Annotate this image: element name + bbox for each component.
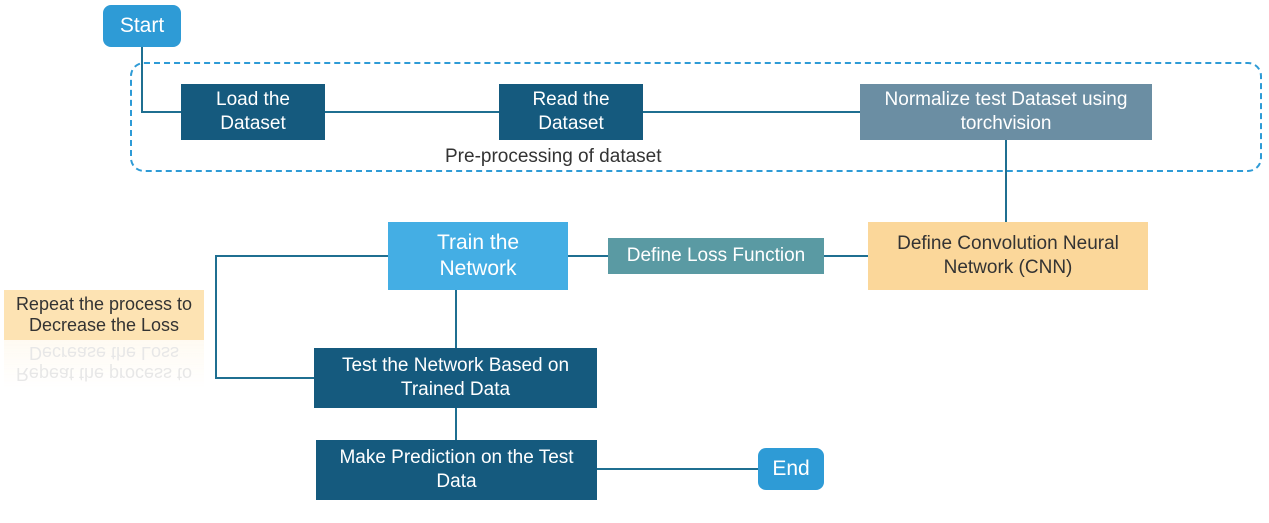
edge-loop-h1 <box>215 255 388 257</box>
define-cnn-node: Define Convolution NeuralNetwork (CNN) <box>868 222 1148 290</box>
test-network-node: Test the Network Based onTrained Data <box>314 348 597 408</box>
edge-train-test <box>455 290 457 348</box>
load-dataset-node: Load theDataset <box>181 84 325 140</box>
load-dataset-label: Load theDataset <box>216 88 290 136</box>
define-loss-label: Define Loss Function <box>627 244 806 268</box>
edge-loss-train <box>568 255 608 257</box>
preprocessing-group-label: Pre-processing of dataset <box>445 146 662 168</box>
edge-read-normalize <box>643 111 860 113</box>
edge-start-load-v <box>141 47 143 112</box>
normalize-node: Normalize test Dataset usingtorchvision <box>860 84 1152 140</box>
edge-normalize-cnn <box>1005 140 1007 222</box>
edge-loop-v <box>215 255 217 378</box>
edge-test-predict <box>455 408 457 440</box>
edge-loop-h2 <box>215 377 314 379</box>
edge-cnn-loss <box>824 255 868 257</box>
read-dataset-label: Read theDataset <box>532 88 609 136</box>
end-node: End <box>758 448 824 490</box>
train-network-label: Train theNetwork <box>437 230 519 283</box>
start-node: Start <box>103 5 181 47</box>
end-label: End <box>772 456 809 482</box>
test-network-label: Test the Network Based onTrained Data <box>342 354 569 402</box>
define-cnn-label: Define Convolution NeuralNetwork (CNN) <box>897 232 1119 280</box>
repeat-note-label: Repeat the process toDecrease the Loss <box>16 294 192 335</box>
normalize-label: Normalize test Dataset usingtorchvision <box>885 88 1128 136</box>
define-loss-node: Define Loss Function <box>608 238 824 274</box>
predict-node: Make Prediction on the TestData <box>316 440 597 500</box>
train-network-node: Train theNetwork <box>388 222 568 290</box>
start-label: Start <box>120 13 164 39</box>
edge-predict-end <box>597 468 758 470</box>
edge-start-load-h <box>141 111 181 113</box>
repeat-note-reflection: Repeat the process toDecrease the Loss <box>4 338 204 388</box>
repeat-note: Repeat the process toDecrease the Loss <box>4 290 204 340</box>
repeat-note-reflection-label: Repeat the process toDecrease the Loss <box>16 343 192 384</box>
predict-label: Make Prediction on the TestData <box>339 446 573 494</box>
read-dataset-node: Read theDataset <box>499 84 643 140</box>
edge-load-read <box>325 111 499 113</box>
